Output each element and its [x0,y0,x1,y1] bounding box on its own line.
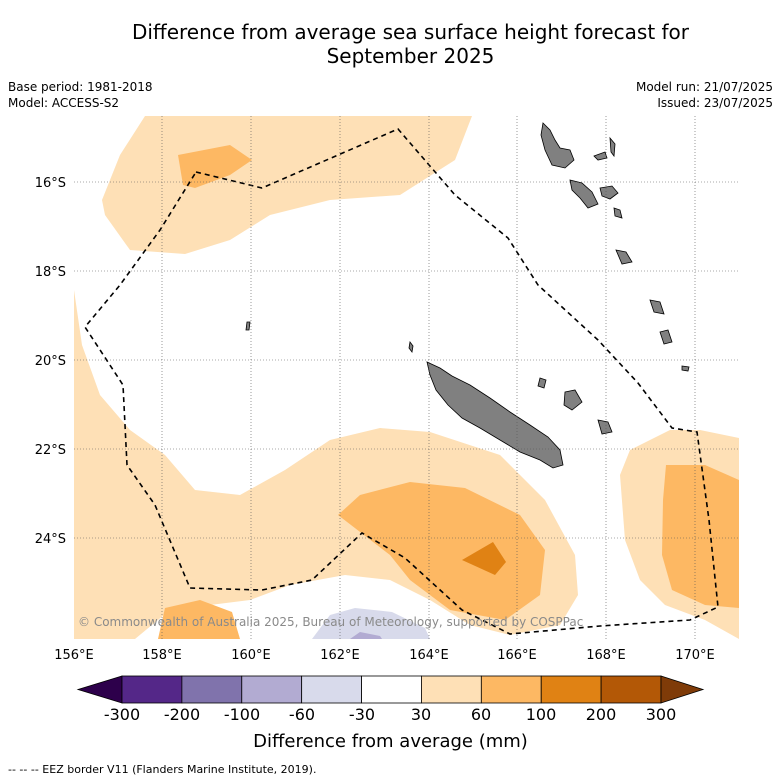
land-masses [245,122,690,469]
model-name: Model: ACCESS-S2 [8,96,120,110]
copyright-text: © Commonwealth of Australia 2025, Bureau… [78,615,583,629]
eez-footnote: -- -- -- EEZ border V11 (Flanders Marine… [8,763,317,776]
anomaly-60-100 [158,145,739,639]
colorbar-tick: -60 [288,705,316,724]
title-line-1: Difference from average sea surface heig… [131,20,690,44]
colorbar-extend-low [76,675,123,704]
base-period: Base period: 1981-2018 [8,80,153,94]
lon-label-160e: 160°E [231,648,271,663]
meta-right: Model run: 21/07/2025 Issued: 23/07/2025 [636,79,773,111]
anomaly-neg-60-100 [350,632,382,639]
colorbar-segment [121,675,183,704]
colorbar-tick: 200 [585,705,617,724]
vanuatu-island-c [593,151,608,161]
colorbar-segment [421,675,482,704]
colorbar-extend-high [660,675,705,704]
colorbar-label: Difference from average (mm) [253,731,528,752]
vanuatu-island-e [615,249,633,265]
colorbar-tick: 300 [645,705,677,724]
colorbar-segment [480,675,542,704]
lon-label-168e: 168°E [586,648,626,663]
latitude-labels: 16°S 18°S 20°S 22°S 24°S [35,176,66,547]
lat-label-20s: 20°S [35,354,66,369]
anomaly-neg-30-60 [312,608,430,639]
colorbar-segment [600,675,662,704]
model-run: Model run: 21/07/2025 [635,80,773,94]
colorbar-segment [301,675,362,704]
loyalty-island-b [597,419,613,435]
loyalty-island-a [563,389,583,411]
colorbar-segment [241,675,303,704]
colorbar-segment [181,675,243,704]
small-island-b [408,341,414,353]
gridlines [74,116,739,639]
issued-date: Issued: 23/07/2025 [657,96,773,110]
lat-label-24s: 24°S [35,532,66,547]
new-caledonia-island [426,361,564,469]
loyalty-island-c [537,377,547,389]
map-title: Difference from average sea surface heig… [40,20,781,68]
longitude-labels: 156°E 158°E 160°E 162°E 164°E 166°E 168°… [54,648,715,663]
title-line-2: September 2025 [326,44,495,68]
lon-label-158e: 158°E [142,648,182,663]
vanuatu-island-a [599,185,619,200]
lon-label-156e: 156°E [54,648,94,663]
lat-label-18s: 18°S [35,265,66,280]
lat-label-16s: 16°S [35,176,66,191]
vanuatu-island-f [649,299,665,315]
espiritu-santo-island [540,122,575,169]
colorbar-tick: 30 [410,705,432,724]
vanuatu-island-g [659,329,673,345]
malakula-island [569,179,599,209]
vanuatu-island-b [609,136,616,158]
colorbar-tick: -100 [223,705,261,724]
colorbar-tick: 60 [470,705,492,724]
colorbar [76,675,705,704]
anomaly-100-200 [462,542,506,575]
vanuatu-island-d [613,207,623,219]
small-island-a [681,365,690,372]
colorbar-tick: 100 [525,705,557,724]
lon-label-162e: 162°E [320,648,360,663]
colorbar-segment [540,675,602,704]
lon-label-170e: 170°E [675,648,715,663]
lon-label-164e: 164°E [409,648,449,663]
colorbar-tick: -30 [348,705,376,724]
chesterfield-island [245,321,251,331]
colorbar-tick: -200 [163,705,201,724]
map-plot-area [74,116,739,639]
meta-left: Base period: 1981-2018 Model: ACCESS-S2 [8,79,153,111]
lat-label-22s: 22°S [35,443,66,458]
colorbar-segment [361,675,422,704]
eez-border [84,128,719,635]
colorbar-tick: -300 [103,705,141,724]
lon-label-166e: 166°E [497,648,537,663]
